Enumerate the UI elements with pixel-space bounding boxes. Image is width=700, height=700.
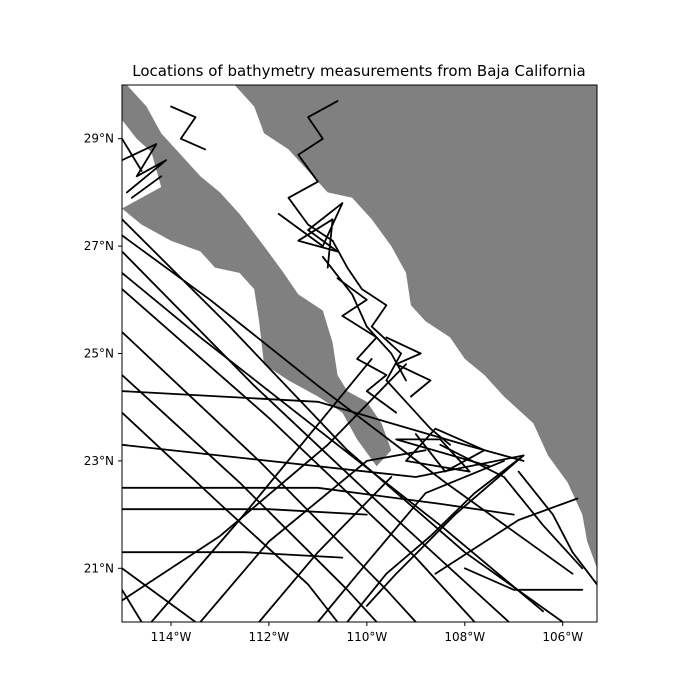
survey-track-9 [122,390,525,462]
x-tick-label: 114°W [151,630,192,644]
survey-track-20 [122,588,143,622]
survey-track-7 [122,234,574,575]
plot-area [122,85,597,622]
survey-track-32 [385,336,432,398]
survey-track-34 [122,143,168,194]
x-tick-label: 108°W [444,630,485,644]
survey-track-16 [199,449,427,622]
survey-track-28 [287,100,452,446]
survey-track-1 [122,218,564,622]
survey-track-6 [122,411,339,622]
survey-track-11 [122,486,515,516]
survey-track-4 [122,331,417,622]
y-tick-label: 21°N [84,561,114,575]
track-layer [122,100,597,622]
survey-track-27 [395,427,491,473]
chart-title: Locations of bathymetry measurements fro… [132,62,586,80]
survey-track-22 [365,454,525,607]
survey-track-18 [316,459,505,622]
survey-track-10 [122,443,525,478]
y-tick-label: 29°N [84,132,114,146]
x-tick-label: 112°W [249,630,290,644]
y-tick-label: 27°N [84,239,114,253]
survey-track-8 [122,271,544,613]
survey-track-3 [122,288,476,622]
survey-track-36 [130,175,163,199]
survey-track-14 [122,363,407,602]
survey-track-33 [170,105,207,151]
survey-track-24 [463,567,584,591]
x-tick-label: 110°W [346,630,387,644]
survey-track-21 [346,454,525,622]
survey-track-12 [122,508,368,516]
survey-track-26 [517,470,597,586]
survey-track-17 [258,476,393,622]
land-layer [122,85,597,569]
x-tick-label: 106°W [542,630,583,644]
land-baja-california-peninsula [122,85,392,467]
survey-track-19 [122,567,197,622]
survey-track-29 [277,202,344,269]
y-tick-label: 23°N [84,454,114,468]
survey-track-31 [336,277,398,414]
survey-track-25 [434,497,579,575]
survey-track-5 [122,374,378,622]
y-axis: 21°N 23°N 25°N 27°N 29°N [84,132,122,575]
land-mexican-mainland [234,85,597,569]
survey-track-35 [122,137,143,172]
survey-track-13 [122,551,344,559]
x-axis: 114°W 112°W 110°W 108°W 106°W [151,622,583,644]
y-tick-label: 25°N [84,347,114,361]
survey-track-15 [150,357,373,622]
